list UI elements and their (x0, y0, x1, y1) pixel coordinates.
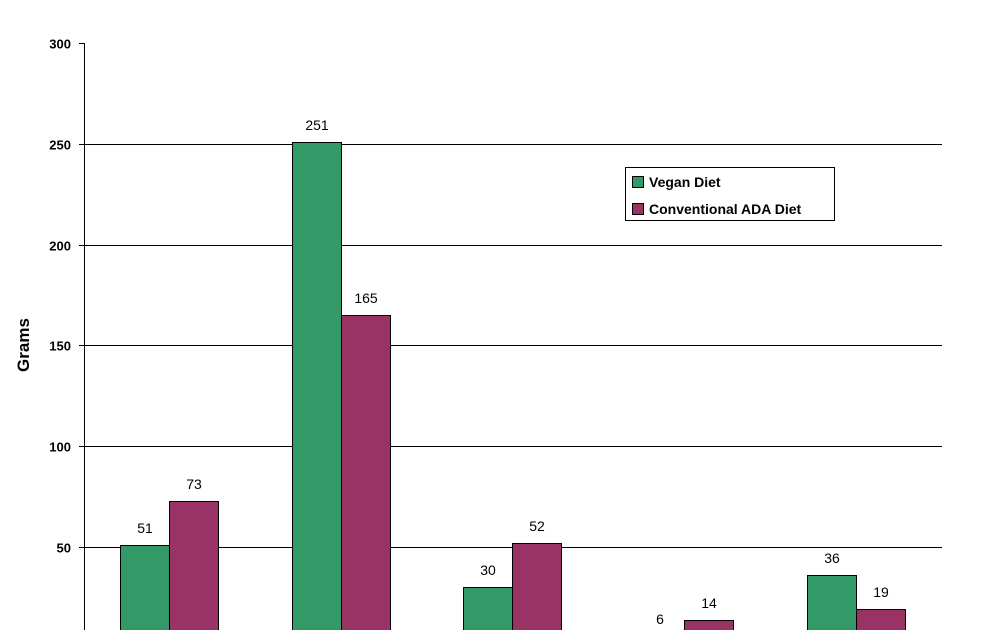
legend-swatch-vegan (632, 176, 644, 188)
bar-vegan (463, 587, 513, 630)
legend-item-vegan: Vegan Diet (632, 173, 721, 191)
bar-vegan (120, 545, 170, 630)
data-label: 36 (824, 550, 840, 566)
legend-label-vegan: Vegan Diet (649, 174, 721, 190)
data-label: 30 (480, 562, 496, 578)
data-label: 73 (186, 476, 202, 492)
data-label: 251 (305, 117, 329, 133)
data-label: 6 (656, 611, 664, 627)
data-label: 14 (701, 595, 717, 611)
data-label: 165 (354, 290, 378, 306)
y-tick-label: 150 (49, 339, 71, 354)
bar-vegan (292, 142, 342, 630)
y-tick-label: 200 (49, 239, 71, 254)
bar-ada (512, 543, 562, 630)
chart-legend: Vegan Diet Conventional ADA Diet (625, 167, 835, 221)
legend-item-ada: Conventional ADA Diet (632, 200, 801, 218)
legend-swatch-ada (632, 203, 644, 215)
data-label: 19 (873, 584, 889, 600)
bar-ada (341, 315, 391, 630)
bar-ada (684, 620, 734, 630)
y-axis-label: Grams (14, 318, 33, 372)
bar-ada (169, 501, 219, 630)
bar-vegan (807, 575, 857, 630)
y-tick-label: 50 (57, 541, 71, 556)
y-tick-label: 300 (49, 37, 71, 52)
y-tick-label: 100 (49, 440, 71, 455)
bar-ada (856, 609, 906, 630)
data-label: 52 (529, 518, 545, 534)
legend-label-ada: Conventional ADA Diet (649, 201, 802, 217)
data-label: 51 (137, 520, 153, 536)
y-tick-label: 250 (49, 138, 71, 153)
